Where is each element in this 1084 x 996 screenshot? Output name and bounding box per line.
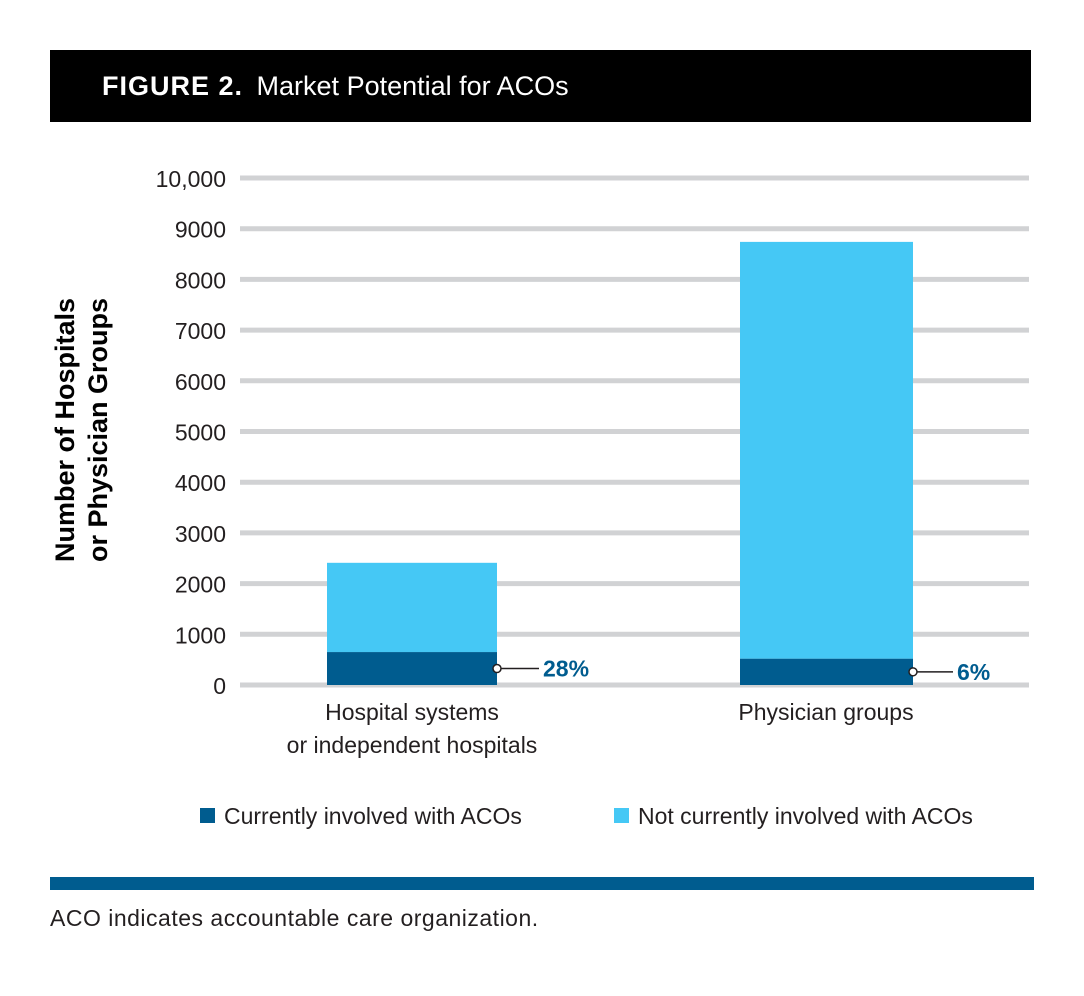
y-tick-label: 3000 [175,521,226,547]
annotation-marker [908,667,918,677]
figure-header: FIGURE 2. Market Potential for ACOs [50,50,1031,122]
y-tick-label: 5000 [175,420,226,446]
bar-current-1 [740,658,913,685]
bar-not-current-0 [327,562,497,653]
legend-label: Not currently involved with ACOs [638,803,973,829]
legend-swatch [614,808,629,823]
y-tick-label: 7000 [175,318,226,344]
y-axis-label-line: Number of Hospitals [50,298,80,562]
percent-annotation: 6% [957,659,990,685]
bar-not-current-1 [740,241,913,659]
figure-title: FIGURE 2. Market Potential for ACOs [102,71,569,102]
footnote: ACO indicates accountable care organizat… [50,905,539,931]
bar-current-0 [327,652,497,685]
annotation-marker [492,663,502,674]
stacked-bar-chart: 0 1000 2000 3000 4000 5000 6000 7000 8000 9000 10,… [50,166,1029,829]
y-tick-label: 1000 [175,622,226,648]
percent-annotation: 28% [543,656,589,682]
y-tick-label: 4000 [175,470,226,496]
y-axis-label-line: or Physician Groups [83,298,113,562]
figure-title-text: Market Potential for ACOs [256,71,569,101]
y-tick-label: 2000 [175,572,226,598]
figure-label: FIGURE 2. [102,71,244,101]
y-tick-label: 6000 [175,369,226,395]
x-category-label: or independent hospitals [287,732,538,758]
y-axis-label: Number of Hospitals or Physician Groups [50,298,113,562]
footer-divider [50,877,1034,890]
y-tick-label: 10,000 [156,166,226,192]
legend-label: Currently involved with ACOs [224,803,522,829]
legend-swatch [200,808,215,823]
y-tick-label: 8000 [175,267,226,293]
y-tick-label: 9000 [175,217,226,243]
x-category-label: Physician groups [738,699,913,725]
y-tick-label: 0 [213,673,226,699]
x-category-label: Hospital systems [325,699,499,725]
